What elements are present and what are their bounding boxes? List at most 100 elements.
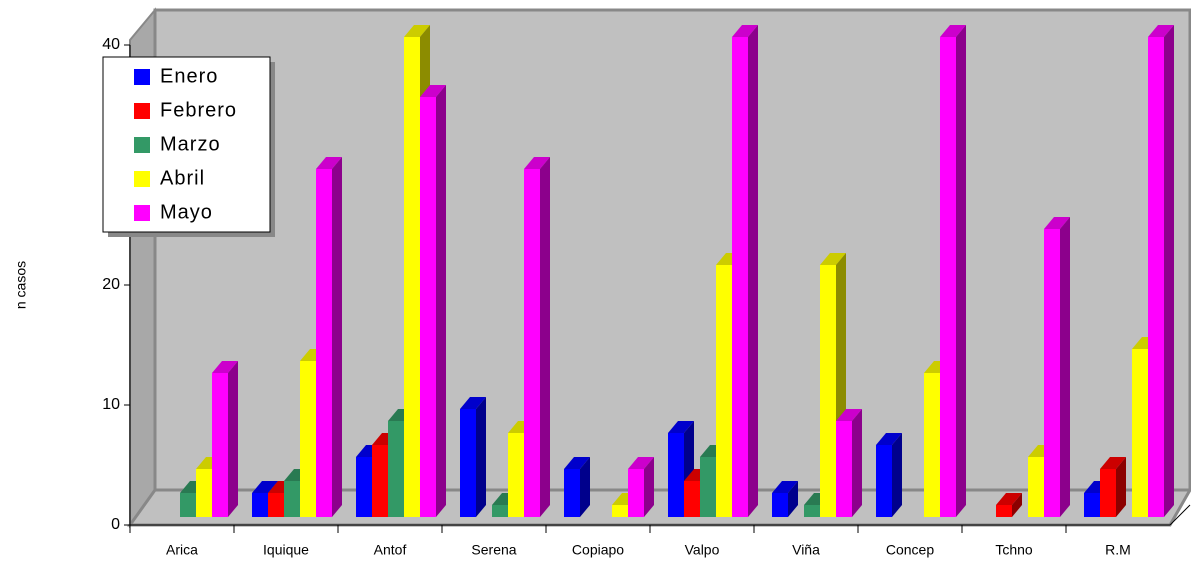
bar-front [940, 37, 956, 517]
bar-side [1164, 25, 1174, 517]
legend-swatch [134, 103, 150, 119]
axis-end [1169, 504, 1191, 526]
bar [836, 409, 862, 517]
x-tick-label: R.M [1105, 542, 1131, 558]
bar-front [300, 361, 316, 517]
bar-front [212, 373, 228, 517]
bar-top [564, 457, 590, 469]
bar-front [372, 445, 388, 517]
bar-front [668, 433, 684, 517]
legend-label: Mayo [160, 201, 213, 223]
bar-front [508, 433, 524, 517]
bar [1100, 457, 1126, 517]
bar-front [284, 481, 300, 517]
bar-top [316, 157, 342, 169]
y-tick-label: 0 [111, 516, 120, 533]
bar-front [836, 421, 852, 517]
bar [212, 361, 238, 517]
bar-top [996, 493, 1022, 505]
bar-front [180, 493, 196, 517]
bar [420, 85, 446, 517]
bar-front [356, 457, 372, 517]
x-tick-label: Copiapo [572, 542, 624, 558]
bar-front [716, 265, 732, 517]
bar-top [1100, 457, 1126, 469]
bar-side [956, 25, 966, 517]
bar-front [804, 505, 820, 517]
bar-top [836, 409, 862, 421]
bar-side [476, 397, 486, 517]
bar-front [772, 493, 788, 517]
bar-front [1132, 349, 1148, 517]
bar [1044, 217, 1070, 517]
bar-front [612, 505, 628, 517]
bar-top [772, 481, 798, 493]
bar-front [876, 445, 892, 517]
bar-front [1084, 493, 1100, 517]
bar-top [628, 457, 654, 469]
bar-top [460, 397, 486, 409]
legend-label: Abril [160, 167, 205, 189]
bar-front [996, 505, 1012, 517]
bar-front [268, 493, 284, 517]
bar [772, 481, 798, 517]
bar-front [492, 505, 508, 517]
bar-front [460, 409, 476, 517]
bar-top [420, 85, 446, 97]
bar-front [524, 169, 540, 517]
bar-front [1100, 469, 1116, 517]
bar-side [1012, 493, 1022, 517]
y-tick-label: 40 [102, 36, 120, 53]
x-tick-label: Serena [471, 542, 516, 558]
bar-side [332, 157, 342, 517]
bar-front [1028, 457, 1044, 517]
legend-swatch [134, 137, 150, 153]
bar-side [436, 85, 446, 517]
bar-side [852, 409, 862, 517]
bar-top [212, 361, 238, 373]
x-tick-label: Tchno [995, 542, 1033, 558]
bar-top [1148, 25, 1174, 37]
bar [460, 397, 486, 517]
legend-swatch [134, 69, 150, 85]
bar [524, 157, 550, 517]
bar [1148, 25, 1174, 517]
bar-front [420, 97, 436, 517]
bar-side [788, 481, 798, 517]
x-tick-label: Valpo [685, 542, 720, 558]
legend-swatch [134, 171, 150, 187]
bar-side [540, 157, 550, 517]
bar-top [940, 25, 966, 37]
bar [876, 433, 902, 517]
x-tick-label: Viña [792, 542, 820, 558]
legend-label: Febrero [160, 99, 237, 121]
legend [102, 56, 271, 233]
bar-side [644, 457, 654, 517]
bar [564, 457, 590, 517]
bar-front [388, 421, 404, 517]
bar-front [252, 493, 268, 517]
bar-top [1044, 217, 1070, 229]
bar-top [668, 421, 694, 433]
legend-label: Enero [160, 65, 218, 87]
bar-front [316, 169, 332, 517]
y-tick-label: 10 [102, 396, 120, 413]
bar-front [732, 37, 748, 517]
bar-top [876, 433, 902, 445]
bar-top [820, 253, 846, 265]
bar-side [1116, 457, 1126, 517]
y-tick-label: 20 [102, 276, 120, 293]
bar [628, 457, 654, 517]
x-tick-label: Iquique [263, 542, 309, 558]
bar-side [892, 433, 902, 517]
legend-label: Marzo [160, 133, 221, 155]
x-tick-label: Arica [166, 542, 198, 558]
bar [316, 157, 342, 517]
legend-swatch [134, 205, 150, 221]
bar-front [820, 265, 836, 517]
bar-side [748, 25, 758, 517]
bar-side [580, 457, 590, 517]
bar-top [524, 157, 550, 169]
bar-front [628, 469, 644, 517]
x-tick-label: Concep [886, 542, 934, 558]
